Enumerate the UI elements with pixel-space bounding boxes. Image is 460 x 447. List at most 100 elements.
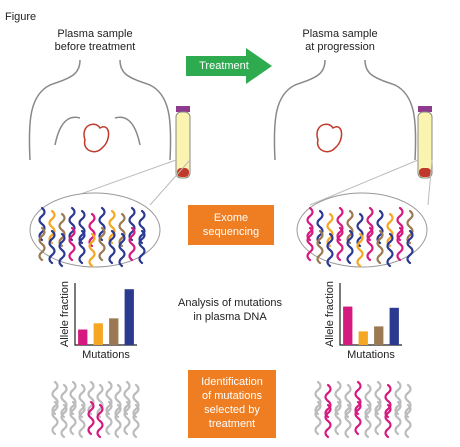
bar [78, 329, 88, 345]
dna-fragment [406, 229, 414, 265]
dna-fragment [314, 400, 322, 436]
dna-fragment [356, 212, 364, 248]
dna-fragment [48, 209, 56, 245]
dna-fragment [404, 403, 412, 439]
dna-fragment [138, 229, 146, 265]
dna-fragment [326, 232, 334, 268]
dna-fragment [374, 380, 382, 416]
dna-fragment [38, 206, 46, 242]
dna-fragment [128, 206, 136, 242]
tubes [29, 106, 433, 268]
bar [374, 326, 384, 345]
step-label: Identification [201, 376, 263, 388]
dna-fragment [306, 226, 314, 262]
dna-fragment [404, 383, 412, 419]
y-axis-label: Allele fraction [324, 281, 336, 347]
dna-fragment [69, 400, 77, 436]
dna-fragment [316, 209, 324, 245]
body-outlines [28, 59, 417, 161]
x-axis-label: Mutations [82, 349, 130, 361]
dna-fragment [88, 212, 96, 248]
dna-fragment [336, 226, 344, 262]
dna-fragment [60, 383, 68, 419]
dna-fragment [68, 226, 76, 262]
step-label: of mutations [202, 390, 262, 402]
dna-fragment [344, 383, 352, 419]
dna-fragment [96, 403, 104, 439]
step-label: Treatment [199, 60, 249, 72]
dna-fragment [364, 383, 372, 419]
arrow [186, 48, 272, 84]
dna-fragment [114, 403, 122, 439]
dna-fragment [336, 206, 344, 242]
dna-fragment [123, 380, 131, 416]
dna-fragment [58, 232, 66, 268]
dna-fragment [118, 212, 126, 248]
dna-fragment [105, 400, 113, 436]
step-label: treatment [209, 418, 255, 430]
dna-fragment [334, 380, 342, 416]
dna-fragment [384, 383, 392, 419]
dna-fragment [132, 383, 140, 419]
step-label: selected by [204, 404, 260, 416]
dna-fragment [326, 212, 334, 248]
dna-fragment [138, 209, 146, 245]
dna-fragment [396, 226, 404, 262]
bar [93, 323, 103, 345]
y-axis-label: Allele fraction [59, 281, 71, 347]
step-box [188, 370, 276, 438]
bar [358, 331, 368, 345]
dna-fragment [346, 229, 354, 265]
bar [389, 307, 399, 345]
dna-fragment [316, 229, 324, 265]
step-label: Exome [214, 212, 248, 224]
dna-fragment [364, 403, 372, 439]
dna-fragment [356, 232, 364, 268]
label: at progression [305, 41, 375, 53]
dna-fragment [114, 383, 122, 419]
dna-fragment [394, 380, 402, 416]
dna-fragment [58, 212, 66, 248]
dna-fragment [346, 209, 354, 245]
dna-fragment [105, 380, 113, 416]
dna-fragment [132, 403, 140, 439]
dna-fragment [98, 206, 106, 242]
step-box [188, 205, 274, 245]
figure-title: Figure [5, 11, 36, 23]
dna-fragment [406, 209, 414, 245]
dna-fragment [384, 403, 392, 439]
dna-fragment [87, 400, 95, 436]
label: before treatment [55, 41, 136, 53]
dna-fragment [314, 380, 322, 416]
dna-fragment [366, 206, 374, 242]
label: Plasma sample [57, 28, 132, 40]
dna-fragment [306, 206, 314, 242]
bar [124, 289, 134, 345]
dna-fragment [118, 232, 126, 268]
dna-fragment [324, 403, 332, 439]
dna-fragment [366, 226, 374, 262]
dna-fragment [51, 380, 59, 416]
dna-fragment [78, 209, 86, 245]
step-label: Analysis of mutations [178, 297, 282, 309]
dna-fragment [123, 400, 131, 436]
dna-fragment [108, 229, 116, 265]
dna-fragment [98, 226, 106, 262]
dna-fragment [48, 229, 56, 265]
dna-fragment [354, 400, 362, 436]
dna-fragment [376, 209, 384, 245]
dna-fragment [344, 403, 352, 439]
dna-fragment [78, 229, 86, 265]
dna-fragment [386, 212, 394, 248]
bar [343, 306, 353, 345]
dna-fragments [38, 206, 414, 439]
dna-fragment [354, 380, 362, 416]
dna-fragment [128, 226, 136, 262]
dna-fragment [386, 232, 394, 268]
x-axis-label: Mutations [347, 349, 395, 361]
dna-fragment [334, 400, 342, 436]
dna-fragment [60, 403, 68, 439]
dna-fragment [78, 383, 86, 419]
dna-fragment [396, 206, 404, 242]
